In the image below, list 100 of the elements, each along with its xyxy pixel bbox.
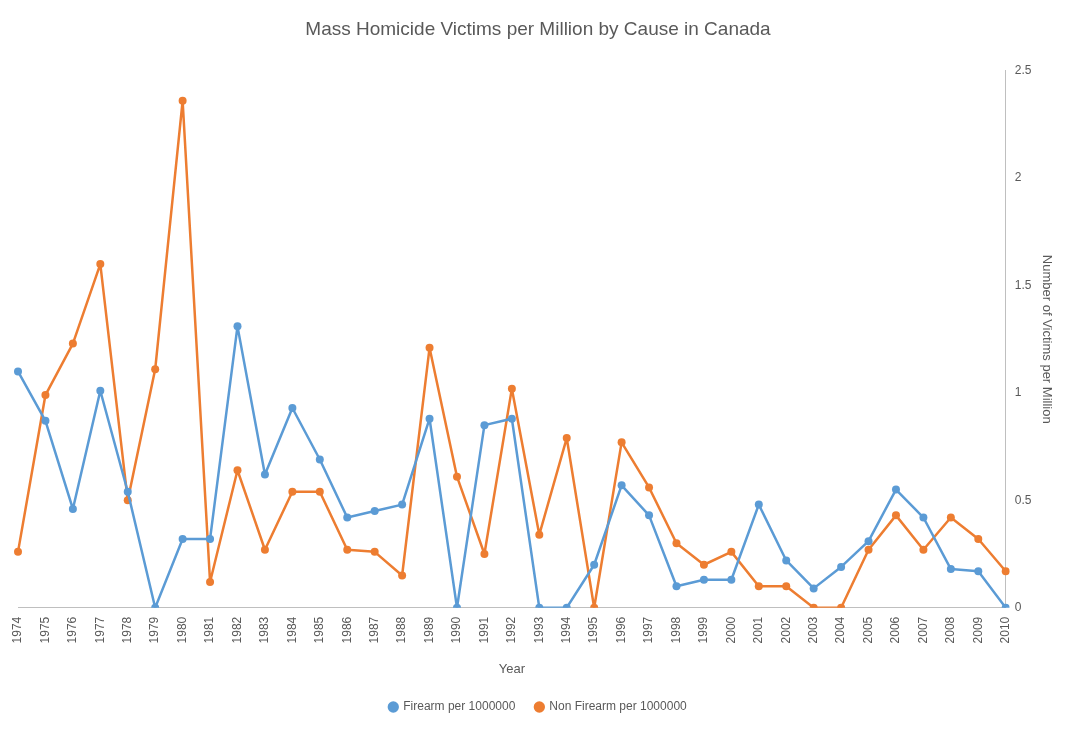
point <box>864 537 873 546</box>
y-tick-label: 0 <box>1014 600 1022 615</box>
x-tick-label: 2010 <box>998 616 1013 644</box>
point <box>891 485 900 494</box>
x-tick-label: 1975 <box>37 616 52 644</box>
point <box>645 511 654 520</box>
x-tick-label: 1980 <box>174 616 189 644</box>
point <box>452 472 461 481</box>
x-tick-label: 1979 <box>147 616 162 644</box>
point <box>590 560 599 569</box>
point <box>151 365 160 374</box>
point <box>754 582 763 591</box>
point <box>288 487 297 496</box>
point <box>837 562 846 571</box>
point <box>782 582 791 591</box>
point <box>206 577 215 586</box>
x-tick-label: 1996 <box>613 616 628 644</box>
point <box>1001 567 1010 576</box>
x-tick-label: 1989 <box>421 616 436 644</box>
x-tick-label: 2008 <box>943 616 958 644</box>
point <box>96 260 105 269</box>
x-axis-title: Year <box>498 660 526 676</box>
point <box>370 547 379 556</box>
x-tick-label: 1995 <box>586 616 601 644</box>
point <box>398 500 407 509</box>
point <box>672 539 681 548</box>
x-tick-label: 1999 <box>696 616 711 644</box>
point <box>919 513 928 522</box>
point <box>233 322 242 331</box>
point <box>617 481 626 490</box>
x-tick-label: 1991 <box>476 616 491 644</box>
point <box>974 567 983 576</box>
y-tick-label: 1.5 <box>1014 277 1032 292</box>
point <box>14 367 22 376</box>
point <box>233 466 242 475</box>
point <box>535 530 544 539</box>
point <box>727 575 736 584</box>
point <box>41 416 50 425</box>
point <box>260 545 269 554</box>
point <box>754 500 763 509</box>
y-tick-label: 0.5 <box>1014 492 1032 507</box>
point <box>343 513 352 522</box>
point <box>178 534 187 543</box>
point <box>123 487 132 496</box>
x-tick-label: 1984 <box>284 616 299 644</box>
x-tick-label: 2000 <box>723 616 738 644</box>
point <box>809 584 818 593</box>
point <box>370 507 379 516</box>
x-tick-label: 1994 <box>559 616 574 644</box>
x-tick-label: 1992 <box>504 616 519 644</box>
point <box>891 511 900 520</box>
point <box>480 421 489 430</box>
x-tick-label: 1987 <box>366 616 381 644</box>
x-tick-label: 1981 <box>202 616 217 644</box>
y-tick-label: 1 <box>1014 385 1022 400</box>
y-tick-label: 2 <box>1014 170 1022 185</box>
x-tick-label: 1985 <box>312 616 327 644</box>
point <box>562 434 571 443</box>
point <box>782 556 791 565</box>
x-tick-label: 1998 <box>668 616 683 644</box>
x-tick-label: 1982 <box>229 616 244 644</box>
x-tick-label: 2001 <box>751 616 766 644</box>
point <box>398 571 407 580</box>
point <box>645 483 654 492</box>
point <box>68 504 77 513</box>
point <box>919 545 928 554</box>
point <box>96 386 105 395</box>
point <box>727 547 736 556</box>
x-tick-label: 1976 <box>65 616 80 644</box>
x-tick-label: 1993 <box>531 616 546 644</box>
point <box>672 582 681 591</box>
point <box>974 534 983 543</box>
point <box>425 343 434 352</box>
x-tick-label: 1978 <box>120 616 135 644</box>
x-tick-label: 1983 <box>257 616 272 644</box>
point <box>68 339 77 348</box>
chart-title: Mass Homicide Victims per Million by Cause in Canada <box>305 17 772 39</box>
point <box>178 96 187 105</box>
point <box>343 545 352 554</box>
x-tick-label: 2004 <box>833 616 848 644</box>
x-tick-label: 2003 <box>805 616 820 644</box>
y-axis-title: Number of Victims per Million <box>1039 254 1055 424</box>
x-tick-label: 1988 <box>394 616 409 644</box>
x-tick-label: 1986 <box>339 616 354 644</box>
point <box>946 513 955 522</box>
point <box>206 534 215 543</box>
x-tick-label: 2006 <box>888 616 903 644</box>
x-tick-label: 2005 <box>860 616 875 644</box>
x-tick-label: 2002 <box>778 616 793 644</box>
point <box>288 403 297 412</box>
point <box>14 547 22 556</box>
legend-label: Non Firearm per 1000000 <box>549 699 688 714</box>
point <box>864 545 873 554</box>
x-tick-label: 1990 <box>449 616 464 644</box>
x-tick-label: 1974 <box>10 616 25 644</box>
point <box>315 455 324 464</box>
y-tick-label: 2.5 <box>1014 63 1032 78</box>
point <box>617 438 626 447</box>
point <box>260 470 269 479</box>
point <box>699 560 708 569</box>
